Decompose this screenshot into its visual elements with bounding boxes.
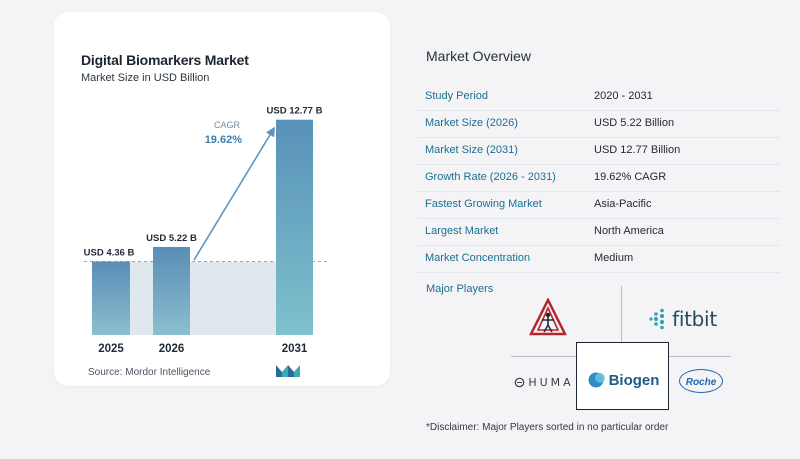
overview-row-concentration: Market Concentration Medium (417, 246, 780, 273)
huma-wordmark: HUMA (528, 375, 574, 389)
overview-row-market-size-2026: Market Size (2026) USD 5.22 Billion (417, 111, 780, 138)
player-logo-alivecor (528, 297, 568, 337)
overview-value: North America (594, 225, 664, 237)
biogen-logo-icon (588, 372, 605, 388)
overview-value: 19.62% CAGR (594, 171, 667, 183)
overview-value: Asia-Pacific (594, 198, 652, 210)
fitbit-wordmark: fitbit (672, 307, 717, 331)
fitbit-dots-icon (649, 308, 665, 330)
x-tick-2025: 2025 (98, 343, 124, 355)
roche-hexagon-icon: Roche (678, 369, 724, 393)
overview-label: Market Concentration (425, 252, 531, 264)
roche-wordmark: Roche (685, 377, 717, 388)
overview-label: Market Size (2026) (425, 117, 518, 129)
disclaimer: *Disclaimer: Major Players sorted in no … (426, 422, 669, 433)
overview-label: Study Period (425, 90, 488, 102)
huma-logo-icon (515, 377, 525, 387)
cagr-label: CAGR (214, 120, 241, 130)
market-overview-table: Study Period 2020 - 2031 Market Size (20… (417, 84, 780, 273)
major-players-label: Major Players (426, 283, 494, 295)
chart-title: Digital Biomarkers Market (81, 52, 249, 68)
bar-2025 (92, 261, 130, 335)
x-tick-2031: 2031 (282, 343, 308, 355)
cagr-arrow (193, 126, 275, 261)
cagr-value: 19.62% (205, 134, 243, 146)
biogen-wordmark: Biogen (608, 371, 660, 389)
x-tick-2026: 2026 (159, 343, 185, 355)
chart-source: Source: Mordor Intelligence (88, 367, 211, 378)
player-logo-biogen: Biogen (580, 367, 666, 393)
overview-value: Medium (594, 252, 634, 264)
overview-row-largest-market: Largest Market North America (417, 219, 780, 246)
market-overview-title: Market Overview (426, 48, 532, 64)
chart-subtitle: Market Size in USD Billion (81, 72, 210, 84)
bar-2026 (153, 246, 190, 335)
overview-row-study-period: Study Period 2020 - 2031 (417, 84, 780, 111)
overview-row-fastest-growing: Fastest Growing Market Asia-Pacific (417, 192, 780, 219)
player-logo-roche: Roche (678, 369, 724, 393)
data-label-2031: USD 12.77 B (267, 106, 323, 117)
overview-value: USD 5.22 Billion (594, 117, 675, 129)
data-label-2026: USD 5.22 B (146, 233, 197, 244)
overview-label: Largest Market (425, 225, 499, 237)
mordor-intelligence-logo-icon (276, 365, 300, 377)
player-logo-huma: HUMA (514, 373, 574, 391)
overview-row-market-size-2031: Market Size (2031) USD 12.77 Billion (417, 138, 780, 165)
overview-label: Market Size (2031) (425, 144, 518, 156)
chart-card: Digital Biomarkers Market Market Size in… (54, 12, 390, 386)
overview-label: Growth Rate (2026 - 2031) (425, 171, 556, 183)
players-divider-vertical (621, 286, 622, 342)
overview-label: Fastest Growing Market (425, 198, 542, 210)
data-label-2025: USD 4.36 B (84, 247, 135, 258)
bar-chart: USD 4.36 B 2025 USD 5.22 B 2026 USD 12.77 B 2… (84, 106, 330, 355)
overview-row-growth-rate: Growth Rate (2026 - 2031) 19.62% CAGR (417, 165, 780, 192)
bar-2031 (276, 119, 313, 335)
overview-value: USD 12.77 Billion (594, 144, 681, 156)
overview-value: 2020 - 2031 (594, 90, 653, 102)
player-logo-fitbit: fitbit (640, 305, 724, 333)
alivecor-logo-icon (529, 298, 567, 336)
